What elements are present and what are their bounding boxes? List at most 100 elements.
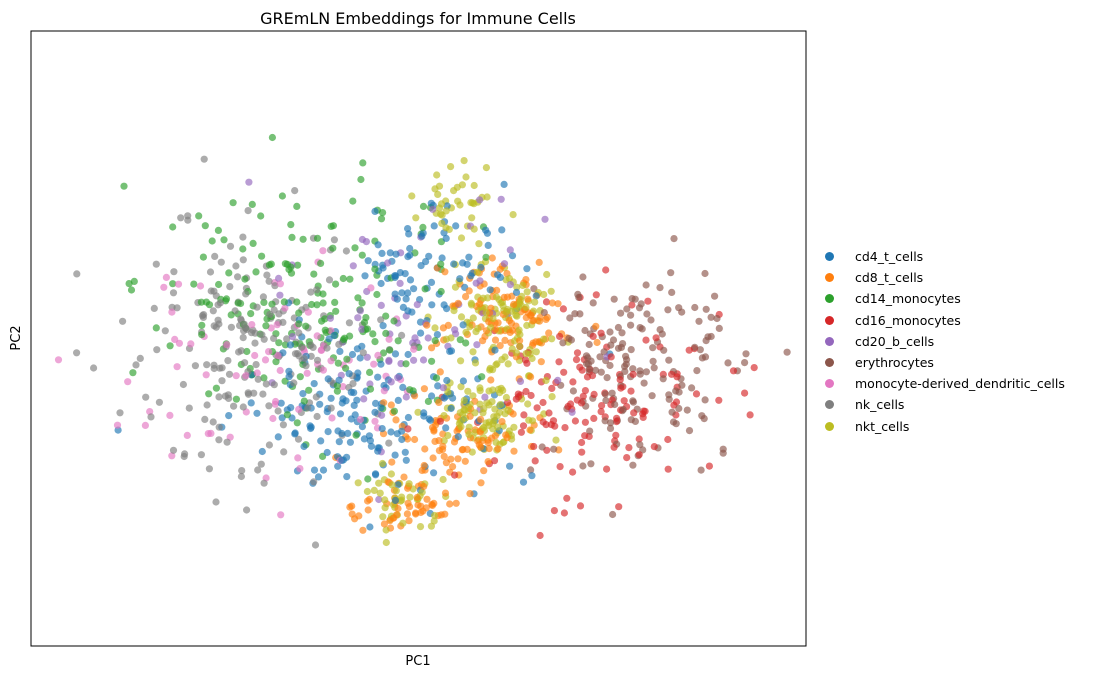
data-point [347,388,355,396]
data-point [132,361,140,369]
data-point [496,265,504,273]
data-point [510,447,518,455]
data-point [428,500,436,509]
data-point [483,399,491,407]
data-point [331,298,339,306]
data-point [440,394,448,402]
data-point [695,317,703,325]
data-point [672,420,680,428]
data-point [536,313,544,321]
data-point [283,260,291,268]
data-point [372,471,380,479]
data-point [374,447,382,455]
data-point [597,329,605,337]
data-point [437,287,445,296]
data-point [404,350,412,359]
data-point [374,241,382,249]
data-point [555,358,563,366]
data-point [241,275,249,283]
data-point [190,280,198,288]
data-point [227,311,235,319]
data-point [665,356,673,364]
data-point [279,318,287,326]
legend-item: cd20_b_cells [825,331,1065,352]
data-point [477,415,485,423]
data-point [181,450,189,458]
data-point [342,247,350,255]
data-point [622,360,630,368]
data-point [160,283,168,291]
data-point [453,183,461,191]
data-point [294,435,303,443]
data-point [295,329,303,337]
data-point [338,456,346,464]
data-point [531,298,539,306]
data-point [457,383,465,391]
data-point [356,307,364,315]
data-point [319,366,327,374]
data-point [234,273,242,281]
data-point [129,369,137,377]
data-point [386,346,394,354]
data-point [288,333,297,341]
data-point [639,413,647,421]
data-point [437,260,445,268]
legend: cd4_t_cells cd8_t_cells cd14_monocytes cd16… [825,246,1065,437]
data-point [170,268,178,276]
legend-marker [825,400,834,410]
data-point [253,369,261,377]
data-point [670,235,678,243]
legend-marker [825,358,834,368]
data-point [606,361,614,370]
data-point [73,349,81,357]
data-point [285,367,293,375]
data-point [265,277,273,285]
data-point [232,372,240,380]
data-point [353,396,361,404]
data-point [647,316,655,324]
data-point [462,293,470,301]
data-point [496,342,504,350]
data-point [313,301,321,309]
data-point [715,396,723,404]
data-point [444,388,452,396]
legend-label: cd14_monocytes [855,291,961,307]
data-point [597,368,605,376]
data-point [539,418,547,426]
data-point [550,445,558,453]
points-layer [54,133,791,549]
data-point [238,467,246,475]
data-point [512,395,520,403]
data-point [705,462,714,470]
data-point [119,317,127,325]
data-point [225,269,233,277]
data-point [602,266,610,274]
data-point [491,336,500,344]
data-point [414,408,422,416]
data-point [399,383,407,391]
data-point [373,290,381,299]
data-point [343,355,351,363]
data-point [619,405,627,414]
data-point [563,494,571,502]
data-point [707,332,715,341]
data-point [494,271,502,279]
data-point [211,252,219,260]
data-point [203,401,211,409]
data-point [349,262,357,270]
data-point [287,404,295,412]
data-point [668,408,676,416]
data-point [312,393,320,401]
data-point [659,375,667,383]
data-point [362,314,370,322]
data-point [469,199,477,207]
data-point [377,301,385,309]
data-point [556,332,564,340]
data-point [441,489,450,497]
data-point [209,307,217,315]
data-point [493,286,501,294]
data-point [346,503,354,511]
data-point [532,292,540,300]
data-point [364,506,372,514]
data-point [378,411,386,419]
